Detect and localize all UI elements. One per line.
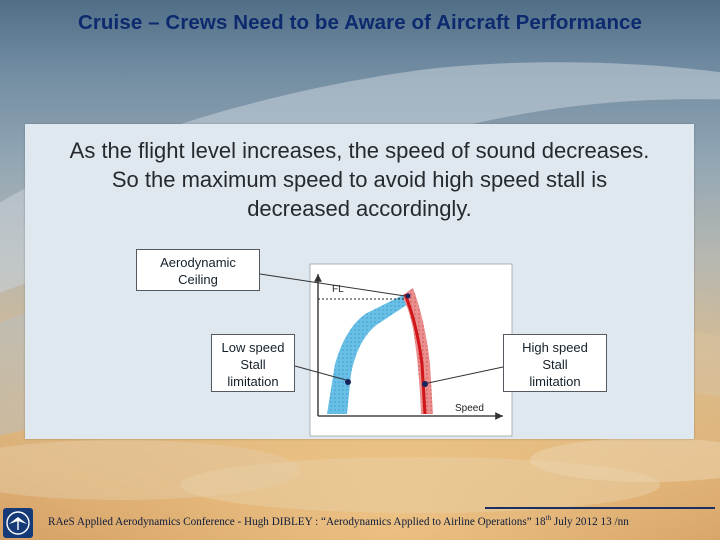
flight-envelope-diagram: FL Speed	[259, 263, 513, 437]
speed-axis-label: Speed	[455, 403, 484, 414]
low-speed-point	[345, 379, 351, 385]
ceiling-point	[405, 293, 411, 299]
low-speed-callout-line-2: Stall	[240, 357, 266, 372]
low-speed-connector	[294, 365, 347, 381]
low-speed-callout-line-3: limitation	[227, 374, 279, 389]
footer-tail-text: July 2012 13 /nn	[551, 516, 629, 528]
explanation-line-2: So the maximum speed to avoid high speed…	[111, 167, 608, 192]
panel-explanation: As the flight level increases, the speed…	[25, 136, 694, 223]
footer-main-text: RAeS Applied Aerodynamics Conference - H…	[48, 516, 546, 528]
ceiling-callout-line-1: Aerodynamic	[160, 255, 236, 270]
aerodynamic-ceiling-callout: Aerodynamic Ceiling	[136, 249, 260, 291]
footer-citation: RAeS Applied Aerodynamics Conference - H…	[48, 514, 716, 528]
low-speed-callout-line-1: Low speed	[221, 340, 285, 355]
slide-title: Cruise – Crews Need to be Aware of Aircr…	[77, 11, 643, 34]
ceiling-connector	[259, 273, 406, 297]
explanation-line-1: As the flight level increases, the speed…	[69, 138, 650, 163]
footer-ordinal-suffix: th	[545, 514, 552, 522]
high-speed-connector	[427, 366, 504, 384]
low-speed-stall-callout: Low speed Stall limitation	[211, 334, 295, 392]
content-panel: As the flight level increases, the speed…	[25, 124, 694, 439]
high-speed-callout-line-1: High speed	[522, 340, 588, 355]
high-speed-callout-line-3: limitation	[529, 374, 581, 389]
footer-rule	[485, 507, 715, 509]
high-speed-stall-callout: High speed Stall limitation	[503, 334, 607, 392]
explanation-line-3: decreased accordingly.	[247, 196, 472, 221]
high-speed-callout-line-2: Stall	[542, 357, 568, 372]
high-speed-stall-line	[403, 293, 427, 415]
fl-axis-label: FL	[332, 284, 344, 295]
high-speed-point	[422, 381, 428, 387]
society-logo-icon	[3, 508, 33, 538]
ceiling-callout-line-2: Ceiling	[178, 272, 218, 287]
